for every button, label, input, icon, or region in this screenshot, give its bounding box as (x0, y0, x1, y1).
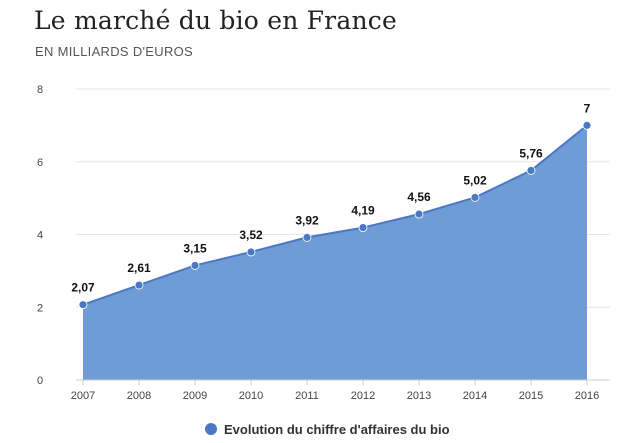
x-tick-label: 2015 (519, 390, 543, 402)
data-label: 5,76 (519, 146, 543, 160)
data-label: 3,15 (183, 241, 207, 255)
y-tick-label: 0 (37, 375, 43, 387)
legend-label: Evolution du chiffre d'affaires du bio (224, 421, 450, 437)
data-label: 2,07 (71, 281, 95, 295)
chart-subtitle: EN MILLIARDS D'EUROS (35, 44, 194, 59)
data-label: 3,92 (295, 213, 319, 227)
data-point[interactable] (582, 120, 592, 130)
data-label: 4,19 (351, 204, 375, 218)
legend-marker (205, 423, 217, 435)
data-label: 3,52 (239, 228, 263, 242)
data-label: 4,56 (407, 190, 431, 204)
data-point[interactable] (78, 300, 88, 310)
chart-title: Le marché du bio en France (34, 6, 397, 35)
x-tick-label: 2013 (407, 390, 431, 402)
data-point[interactable] (190, 261, 200, 270)
x-tick-label: 2014 (463, 390, 487, 402)
data-label: 5,02 (463, 173, 487, 187)
x-tick-label: 2007 (71, 390, 95, 402)
x-tick-label: 2008 (127, 390, 151, 402)
x-tick-label: 2010 (239, 390, 263, 402)
data-point[interactable] (414, 209, 424, 219)
chart-legend[interactable]: Evolution du chiffre d'affaires du bio (205, 420, 450, 438)
data-point[interactable] (358, 223, 368, 232)
series-line (82, 124, 588, 306)
y-tick-label: 6 (37, 157, 43, 169)
x-tick-label: 2016 (575, 390, 599, 402)
x-tick-label: 2011 (295, 390, 319, 402)
data-point[interactable] (470, 192, 480, 202)
data-point[interactable] (246, 247, 256, 257)
y-tick-label: 2 (37, 302, 43, 314)
x-tick-label: 2009 (183, 390, 207, 402)
series-area (83, 125, 587, 380)
y-tick-label: 8 (37, 84, 43, 96)
data-label: 2,61 (127, 261, 151, 275)
data-label: 7 (584, 101, 591, 115)
y-tick-label: 4 (37, 230, 43, 242)
data-point[interactable] (526, 166, 536, 175)
data-point[interactable] (134, 280, 144, 290)
x-tick-label: 2012 (351, 390, 375, 402)
data-point[interactable] (302, 233, 312, 242)
